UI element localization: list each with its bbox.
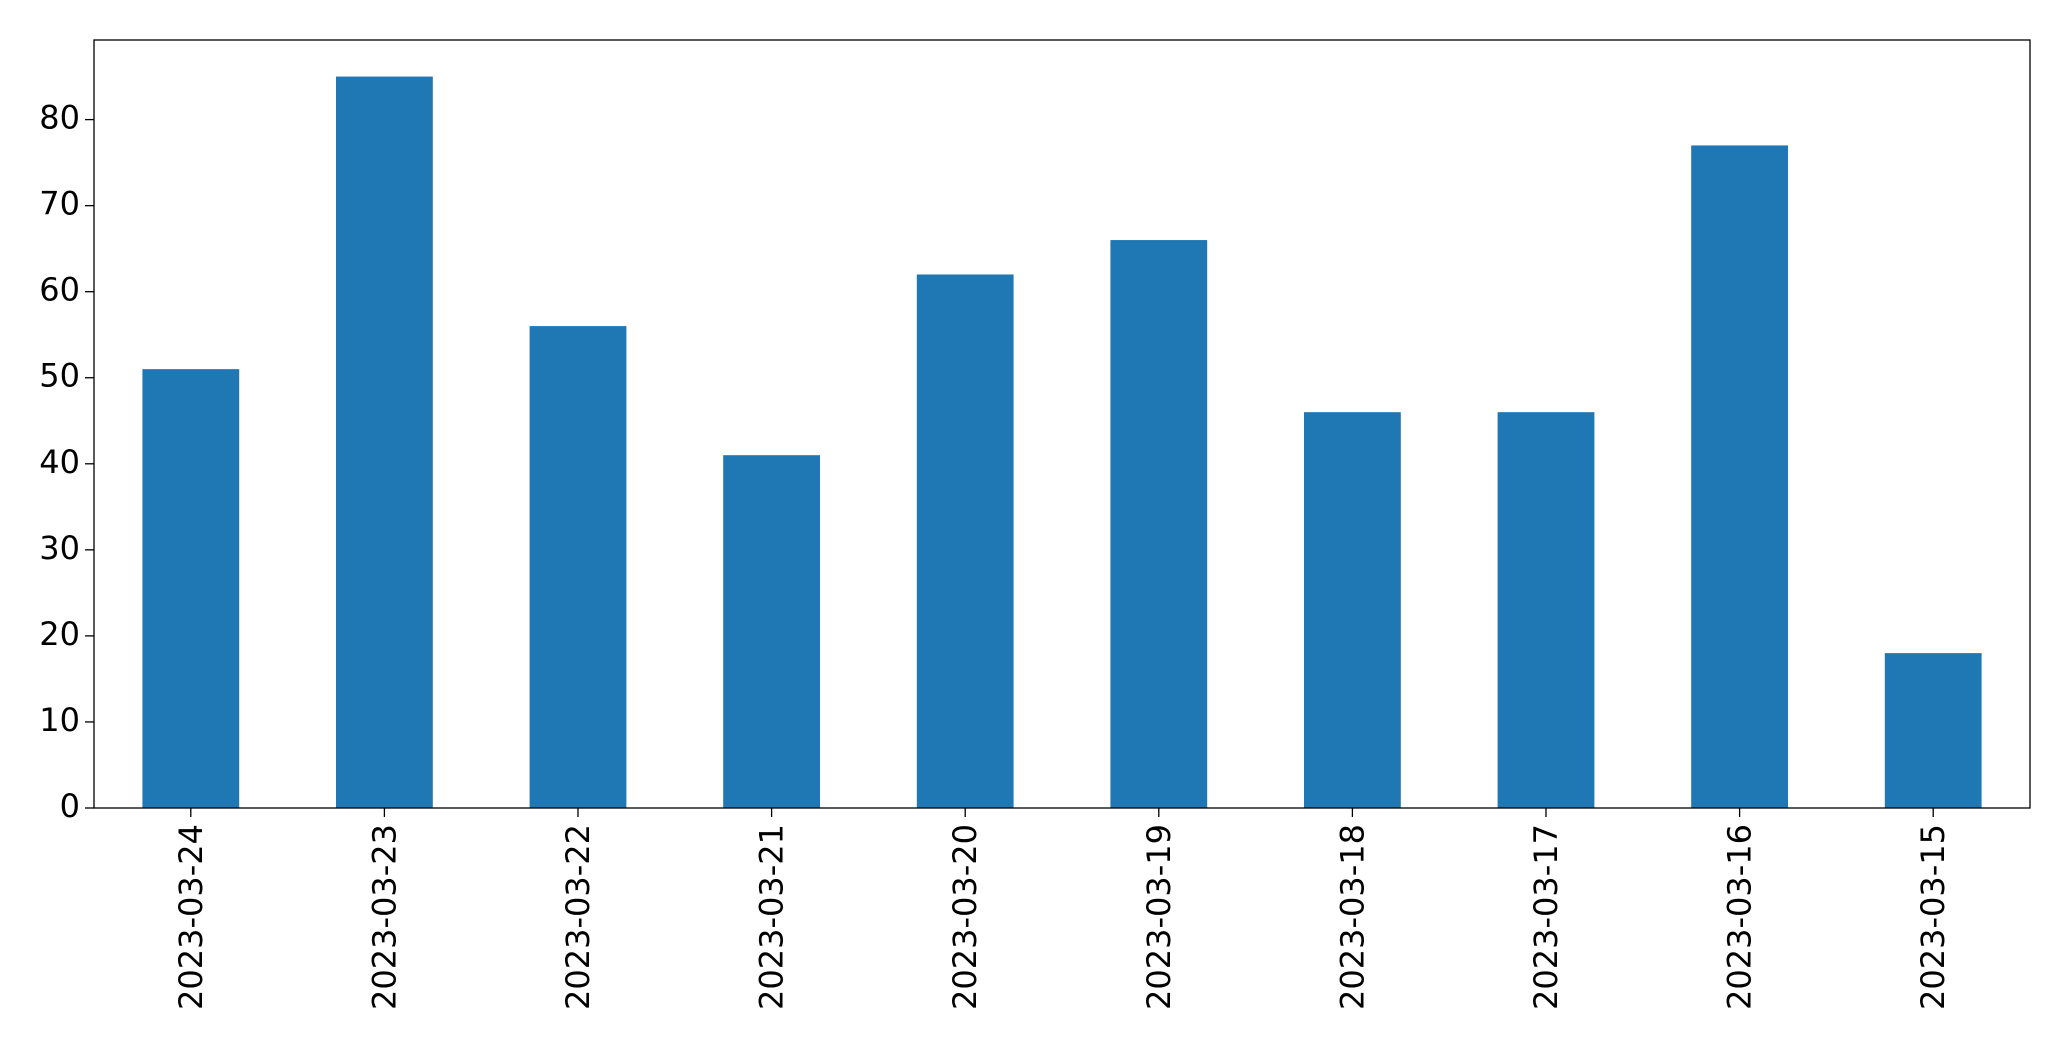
y-tick-label: 0 [60,787,80,825]
x-tick-label: 2023-03-15 [1914,824,1952,1010]
y-tick-label: 60 [39,271,80,309]
bar [1884,653,1982,808]
x-tick-label: 2023-03-24 [172,824,210,1010]
y-tick-label: 20 [39,615,80,653]
bar [1497,412,1595,808]
bar [1304,412,1401,808]
x-tick-label: 2023-03-16 [1721,824,1759,1010]
axes-frame [93,39,2031,809]
y-tick-label: 30 [39,529,80,567]
x-tick-label: 2023-03-19 [1140,824,1178,1010]
bar [142,369,240,808]
x-tick-label: 2023-03-18 [1333,824,1371,1010]
y-tick-label: 10 [39,701,80,739]
x-tick-label: 2023-03-17 [1527,824,1565,1010]
bar [723,455,820,808]
y-tick-label: 80 [39,99,80,137]
y-tick-label: 50 [39,357,80,395]
y-tick-label: 40 [39,443,80,481]
x-tick-label: 2023-03-23 [365,824,403,1010]
bar [529,326,627,808]
bar [1110,240,1208,808]
bar [1691,145,1788,809]
x-tick-label: 2023-03-22 [559,824,597,1010]
x-tick-label: 2023-03-20 [946,824,984,1010]
bar [336,76,433,809]
y-tick-label: 70 [39,185,80,223]
x-tick-label: 2023-03-21 [753,824,791,1010]
bar [916,274,1014,808]
